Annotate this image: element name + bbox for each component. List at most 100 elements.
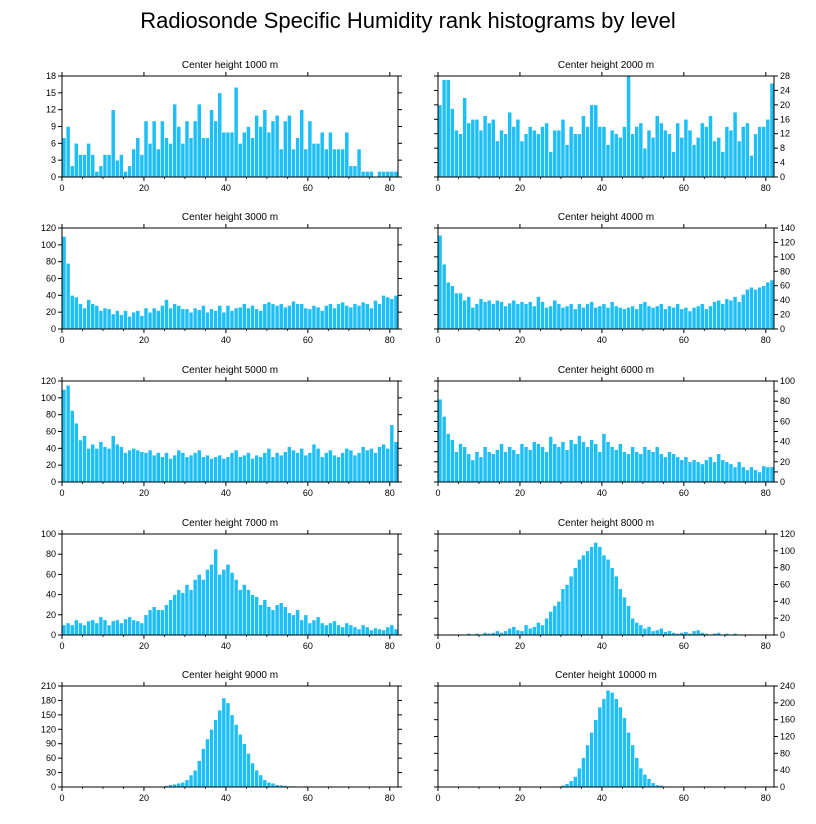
histogram-bar	[745, 469, 750, 483]
x-tick-label: 20	[515, 335, 525, 345]
histogram-bar	[201, 579, 206, 636]
histogram-bar	[213, 548, 219, 636]
histogram-bar	[205, 738, 210, 788]
histogram-bar	[691, 630, 697, 636]
histogram-bar	[192, 307, 198, 330]
y-tick-label: 16	[780, 114, 790, 124]
histogram-bar	[69, 165, 75, 178]
histogram-bar	[531, 129, 537, 178]
histogram-bar	[151, 307, 157, 330]
histogram-bar	[585, 303, 590, 330]
histogram-bar	[131, 148, 137, 178]
histogram-bar	[106, 154, 112, 178]
histogram-bar	[523, 446, 529, 483]
histogram-bar	[617, 307, 623, 330]
histogram-bar	[740, 126, 746, 178]
histogram-bar	[663, 308, 668, 330]
histogram-bar	[176, 305, 182, 330]
histogram-bar	[495, 630, 500, 636]
y-tick-label: 150	[41, 710, 56, 720]
histogram-bar	[110, 313, 116, 330]
histogram-bar	[172, 103, 178, 178]
histogram-panel-1: Center height 1000 m 0 20 40 60 80 0 3 6 9 12 15 18	[46, 60, 402, 193]
histogram-bar	[589, 301, 595, 330]
histogram-bar	[658, 122, 664, 178]
histogram-bar	[98, 441, 104, 483]
x-tick-label: 60	[303, 793, 313, 803]
histogram-bar	[601, 433, 607, 483]
histogram-bar	[82, 307, 87, 330]
histogram-bar	[646, 778, 652, 788]
histogram-bar	[712, 301, 717, 330]
histogram-bar	[564, 783, 570, 788]
histogram-bar	[593, 443, 599, 483]
histogram-bar	[540, 301, 545, 330]
histogram-bar	[90, 303, 96, 330]
histogram-bar	[381, 443, 387, 483]
histogram-bar	[470, 118, 476, 178]
histogram-bar	[458, 443, 463, 483]
histogram-bar	[180, 308, 186, 330]
histogram-bar	[679, 459, 685, 483]
panel-title: Center height 1000 m	[182, 60, 278, 71]
histogram-bar	[246, 126, 251, 178]
histogram-bar	[389, 298, 395, 330]
histogram-bar	[564, 449, 570, 483]
histogram-bar	[188, 454, 194, 483]
histogram-bar	[155, 148, 161, 178]
y-tick-label: 80	[46, 549, 56, 559]
histogram-bar	[246, 307, 251, 330]
histogram-bar	[462, 446, 467, 483]
y-tick-label: 40	[780, 765, 790, 775]
histogram-bar	[225, 131, 231, 178]
histogram-bar	[356, 305, 362, 330]
plot-frame	[437, 227, 775, 330]
histogram-bar	[123, 618, 128, 636]
x-tick-label: 40	[597, 335, 607, 345]
histogram-bar	[180, 781, 186, 788]
histogram-bar	[503, 451, 508, 483]
x-tick-label: 0	[59, 183, 64, 193]
histogram-bar	[458, 133, 463, 178]
y-tick-label: 160	[780, 715, 795, 725]
histogram-bar	[340, 452, 346, 483]
x-tick-label: 0	[59, 793, 64, 803]
histogram-bar	[344, 305, 350, 330]
histogram-panel-8: Center height 8000 m 0 20 40 60 80 0 20 40 60 80 10…	[434, 518, 795, 651]
histogram-bar	[646, 129, 652, 178]
histogram-bar	[119, 622, 124, 636]
histogram-bar	[630, 305, 635, 330]
histogram-bar	[233, 579, 239, 636]
histogram-bar	[192, 579, 198, 636]
histogram-bar	[246, 589, 251, 636]
histogram-bar	[519, 443, 525, 483]
histogram-bar	[205, 137, 210, 178]
histogram-bar	[519, 140, 525, 178]
y-tick-label: 3	[51, 155, 56, 165]
histogram-bar	[720, 459, 726, 483]
histogram-bar	[601, 126, 607, 178]
histogram-bar	[597, 451, 603, 483]
histogram-bar	[106, 624, 112, 636]
histogram-bar	[581, 757, 586, 788]
histogram-bar	[131, 619, 137, 636]
histogram-bar	[237, 589, 243, 636]
histogram-bar	[217, 454, 223, 483]
histogram-bar	[638, 624, 644, 636]
histogram-bar	[110, 435, 116, 483]
y-tick-label: 120	[41, 223, 56, 233]
histogram-bar	[503, 630, 508, 636]
histogram-bar	[654, 115, 660, 178]
histogram-bar	[478, 129, 484, 178]
histogram-bar	[184, 308, 190, 330]
histogram-bar	[78, 439, 83, 483]
histogram-bar	[274, 452, 280, 483]
histogram-bar	[328, 131, 333, 178]
histogram-bar	[708, 305, 713, 330]
histogram-bar	[348, 449, 354, 483]
histogram-bar	[601, 554, 607, 636]
histogram-bar	[609, 567, 615, 636]
histogram-bar	[139, 315, 145, 330]
histogram-bar	[695, 629, 701, 636]
histogram-bar	[147, 609, 153, 636]
